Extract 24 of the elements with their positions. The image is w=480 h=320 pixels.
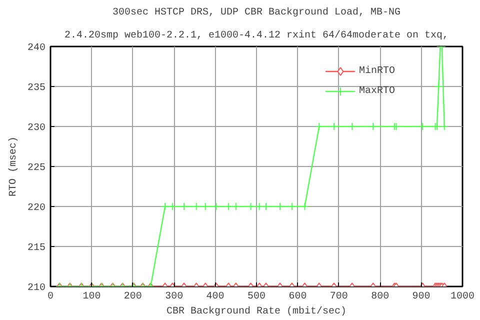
y-tick-label: 225 <box>27 163 46 174</box>
y-tick-label: 220 <box>27 203 46 214</box>
y-tick-label: 210 <box>27 283 46 294</box>
x-tick-label: 300 <box>165 292 184 302</box>
x-tick-label: 0 <box>48 292 54 302</box>
x-axis-title: CBR Background Rate (mbit/sec) <box>166 306 347 318</box>
x-tick-label: 700 <box>330 292 348 302</box>
x-tick-label: 200 <box>124 292 142 302</box>
x-tick-label: 100 <box>82 292 101 302</box>
y-axis-title: RTO (msec) <box>7 136 20 197</box>
chart-subtitle: 2.4.20smp web100-2.2.1, e1000-4.4.12 rxint 64/64moderate on txq, <box>64 30 449 42</box>
x-tick-label: 600 <box>288 292 307 302</box>
y-tick-label: 230 <box>27 123 46 134</box>
legend-label: MinRTO <box>359 66 396 76</box>
x-tick-label: 1000 <box>450 292 475 302</box>
legend-label: MaxRTO <box>359 86 396 96</box>
x-tick-label: 500 <box>248 292 266 302</box>
y-tick-label: 240 <box>27 43 46 54</box>
y-tick-label: 215 <box>27 243 46 254</box>
x-tick-label: 400 <box>206 292 224 302</box>
x-tick-label: 900 <box>412 292 430 302</box>
chart-title: 300sec HSTCP DRS, UDP CBR Background Load, MB-NG <box>112 6 401 18</box>
x-tick-label: 800 <box>371 292 390 302</box>
y-tick-label: 235 <box>27 83 46 94</box>
